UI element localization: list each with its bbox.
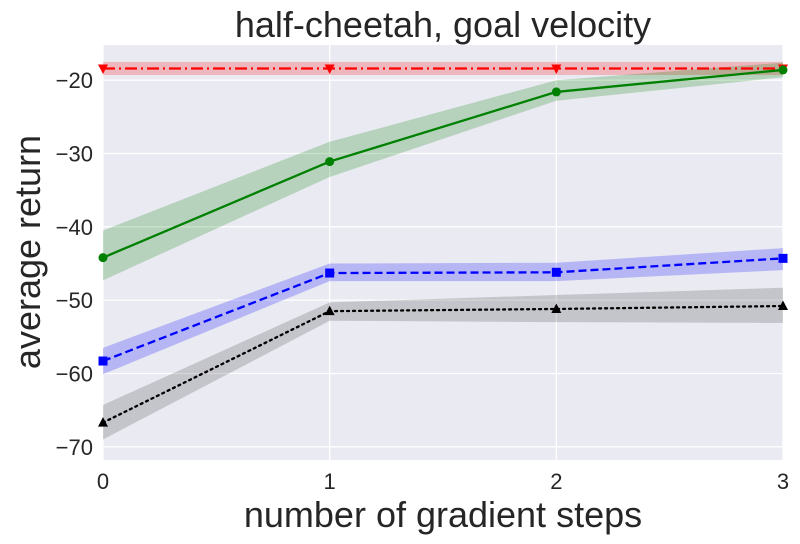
data-point-3-1 — [324, 305, 335, 316]
data-point-2-3 — [778, 253, 788, 263]
confidence-band-3 — [103, 287, 783, 440]
data-point-2-0 — [98, 356, 108, 366]
series-markers — [98, 64, 788, 427]
data-point-2-2 — [551, 267, 561, 277]
confidence-band-2 — [103, 248, 783, 375]
y-tick-labels: −20 −30 −40 −50 −60 −70 — [56, 68, 93, 460]
series-line-2 — [102, 257, 784, 363]
x-tick-label: 2 — [550, 469, 562, 494]
data-point-0-0 — [98, 64, 108, 74]
data-point-1-0 — [98, 253, 108, 263]
data-point-3-2 — [551, 303, 562, 313]
data-point-3-3 — [778, 300, 788, 311]
plot-background — [103, 45, 783, 460]
y-tick-label: −50 — [56, 288, 93, 313]
data-point-3-0 — [98, 417, 108, 427]
chart-title: half-cheetah, goal velocity — [235, 4, 651, 45]
x-tick-label: 3 — [777, 469, 789, 494]
y-tick-label: −70 — [56, 435, 93, 460]
data-point-0-1 — [324, 64, 335, 74]
series-lines — [101, 67, 785, 424]
series-line-1 — [102, 68, 784, 259]
data-point-1-3 — [778, 65, 788, 75]
x-tick-label: 1 — [324, 469, 336, 494]
series-line-3 — [101, 304, 785, 424]
data-point-1-1 — [325, 157, 335, 167]
y-axis-label: average return — [7, 135, 48, 369]
y-tick-label: −20 — [56, 68, 93, 93]
grid — [102, 45, 784, 460]
y-tick-label: −30 — [56, 142, 93, 167]
y-tick-label: −60 — [56, 361, 93, 386]
data-point-1-2 — [551, 87, 561, 97]
data-point-2-1 — [325, 268, 335, 278]
y-tick-label: −40 — [56, 215, 93, 240]
x-axis-label: number of gradient steps — [244, 494, 642, 535]
x-tick-labels: 0 1 2 3 — [97, 469, 789, 494]
data-point-0-2 — [551, 64, 562, 74]
x-tick-label: 0 — [97, 469, 109, 494]
